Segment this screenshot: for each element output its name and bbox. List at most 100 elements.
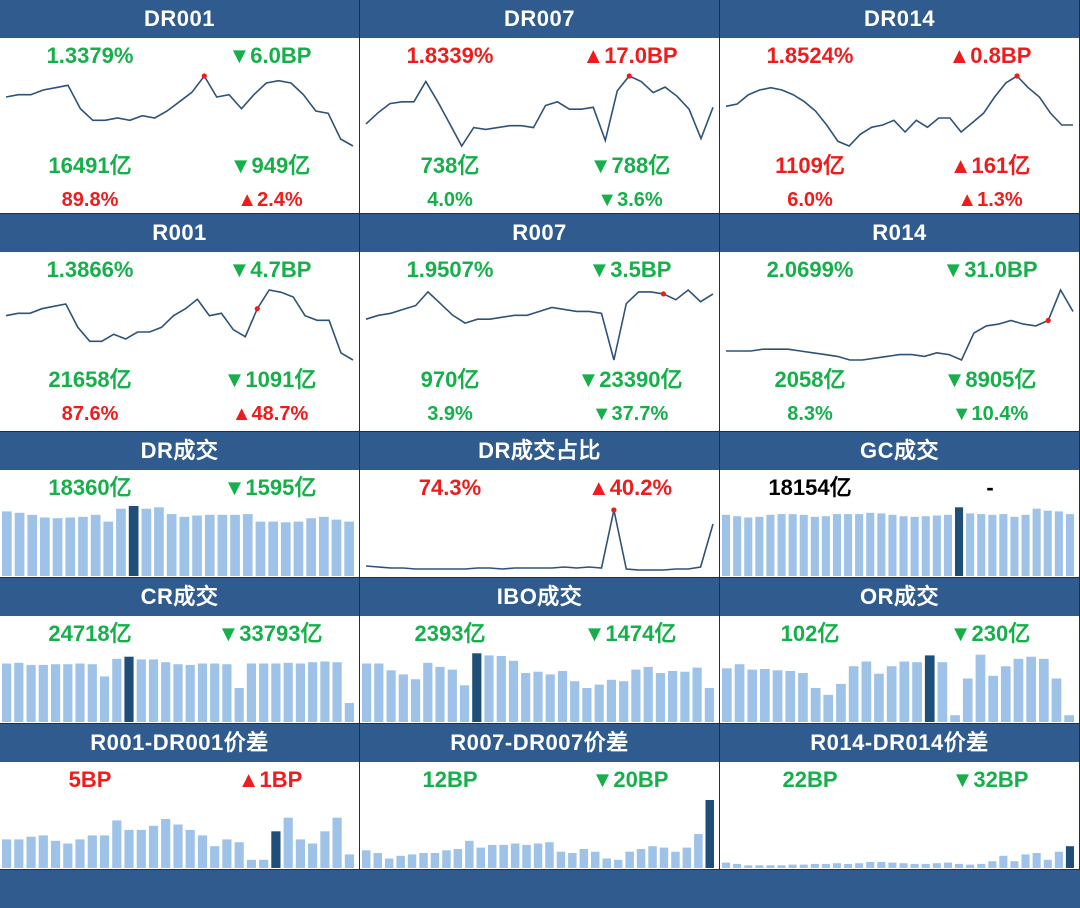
bar xyxy=(777,865,786,868)
panel-title: CR成交 xyxy=(0,578,359,616)
bar xyxy=(1064,715,1074,722)
change-row-0: ▼3.5BP xyxy=(588,257,672,282)
bar xyxy=(912,662,922,722)
change-row-0: ▼1595亿 xyxy=(223,475,317,500)
bar xyxy=(435,666,445,722)
value-row-0: 1.8339% xyxy=(406,43,494,68)
bar xyxy=(744,517,753,576)
bar xyxy=(344,703,354,722)
bar xyxy=(844,863,853,868)
bar xyxy=(306,518,316,576)
change-row-1: ▼949亿 xyxy=(229,153,311,178)
bar xyxy=(955,863,964,868)
bar xyxy=(999,855,1008,868)
panel-10: IBO成交 2393亿 ▼1474亿 xyxy=(360,578,720,724)
bar xyxy=(988,861,997,868)
bar xyxy=(910,516,919,576)
value-row-2: 8.3% xyxy=(787,403,833,425)
highlight-bar xyxy=(472,653,482,722)
max-point xyxy=(626,73,632,79)
panel-7: DR成交占比 74.3% ▲40.2% xyxy=(360,432,720,578)
value-row-1: 1109亿 xyxy=(775,153,845,178)
bar xyxy=(988,675,998,722)
bar xyxy=(1026,656,1036,722)
change-row-0: ▼32BP xyxy=(951,767,1029,792)
bar xyxy=(283,817,293,868)
bar xyxy=(694,834,703,868)
highlight-bar xyxy=(924,655,935,722)
panel-title: GC成交 xyxy=(720,432,1079,470)
change-row-0: ▲17.0BP xyxy=(582,43,678,68)
bar xyxy=(943,514,952,576)
bar xyxy=(51,840,61,868)
bar xyxy=(648,846,657,868)
panel-13: R007-DR007价差 12BP ▼20BP xyxy=(360,724,720,870)
bar xyxy=(116,508,126,576)
bar xyxy=(704,688,714,722)
bar xyxy=(496,656,506,722)
line-chart xyxy=(365,73,714,148)
bar xyxy=(210,663,220,722)
change-row-0: - xyxy=(986,475,994,500)
bar xyxy=(398,674,408,722)
change-row-1: ▼8905亿 xyxy=(943,367,1037,392)
panel-title: R007 xyxy=(360,214,719,252)
change-row-0: ▼20BP xyxy=(591,767,669,792)
bar xyxy=(26,836,36,868)
bar xyxy=(659,847,669,868)
bar xyxy=(99,676,110,722)
bar xyxy=(148,659,159,722)
panel-5: R014 2.0699% ▼31.0BP 2058亿 ▼8905亿 8.3% ▼10.4% xyxy=(720,214,1080,432)
bar xyxy=(844,514,853,576)
bar xyxy=(747,669,758,722)
bar xyxy=(861,661,872,722)
bar-chart xyxy=(2,656,354,722)
bar xyxy=(488,844,497,868)
series-line xyxy=(365,288,714,361)
panel-title: R014-DR014价差 xyxy=(720,724,1079,762)
bar xyxy=(877,861,886,868)
panel-14: R014-DR014价差 22BP ▼32BP xyxy=(720,724,1080,870)
series-line xyxy=(365,509,714,571)
bar xyxy=(799,864,808,868)
bar xyxy=(374,663,384,722)
bar xyxy=(848,666,859,722)
series-line xyxy=(5,289,354,361)
bar xyxy=(619,681,629,722)
bar xyxy=(533,671,543,722)
bar xyxy=(722,862,731,868)
bar-chart xyxy=(2,817,354,868)
bar xyxy=(332,817,342,868)
bar xyxy=(810,863,819,868)
change-row-1: ▼23390亿 xyxy=(577,367,683,392)
bar xyxy=(921,516,930,576)
value-row-2: 89.8% xyxy=(61,189,119,211)
bar xyxy=(1021,854,1030,868)
max-point xyxy=(201,73,207,79)
bar xyxy=(161,662,171,722)
change-row-2: ▼37.7% xyxy=(591,403,669,425)
panel-9: CR成交 24718亿 ▼33793亿 xyxy=(0,578,360,724)
bar xyxy=(798,673,808,722)
bar xyxy=(533,843,543,868)
bar xyxy=(197,663,208,722)
bar xyxy=(246,663,256,722)
bar xyxy=(411,679,421,722)
bar xyxy=(246,859,256,868)
value-row-0: 102亿 xyxy=(780,621,840,646)
bar xyxy=(613,859,623,868)
bar xyxy=(606,679,616,722)
bar xyxy=(148,825,159,868)
bar xyxy=(810,688,821,722)
bar xyxy=(293,521,304,576)
bar xyxy=(886,666,897,722)
value-row-1: 21658亿 xyxy=(48,367,132,392)
panel-title: DR001 xyxy=(0,0,359,38)
bar xyxy=(75,839,85,868)
bar xyxy=(185,664,195,722)
highlight-bar xyxy=(1065,846,1074,868)
bar xyxy=(602,858,611,868)
value-row-2: 87.6% xyxy=(61,403,119,425)
bar xyxy=(631,669,641,722)
